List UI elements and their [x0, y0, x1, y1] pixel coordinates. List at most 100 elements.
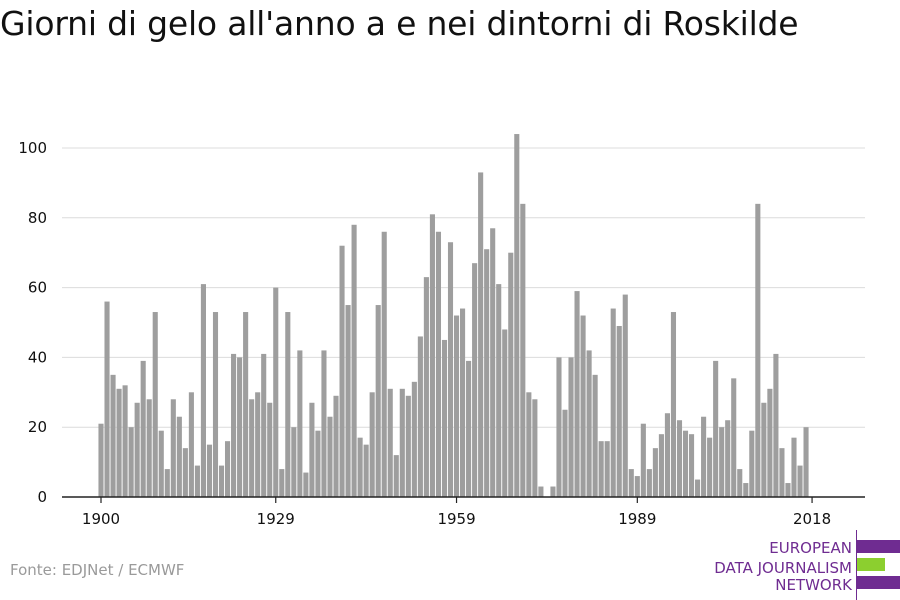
bar-1943 — [357, 437, 363, 497]
bar-2013 — [779, 448, 785, 497]
x-tick-label-2018: 2018 — [793, 510, 831, 528]
bar-1963 — [478, 172, 484, 497]
bar-1998 — [688, 434, 695, 497]
bar-1905 — [128, 427, 134, 497]
bar-1988 — [628, 469, 634, 497]
bar-1911 — [164, 469, 170, 497]
bar-1942 — [351, 224, 357, 497]
bar-1969 — [514, 134, 520, 498]
bar-2008 — [749, 430, 755, 497]
bar-1932 — [291, 427, 297, 497]
bar-1956 — [435, 231, 442, 497]
bar-1964 — [484, 249, 490, 497]
bar-2009 — [755, 203, 761, 497]
y-tick-label-40: 40 — [28, 348, 47, 366]
x-tick-label-1959: 1959 — [437, 510, 475, 528]
logo-divider — [856, 530, 857, 600]
bar-1984 — [604, 441, 610, 497]
x-tick-label-1929: 1929 — [257, 510, 295, 528]
bar-1902 — [110, 374, 116, 497]
bar-1927 — [261, 353, 267, 497]
bar-2002 — [713, 360, 719, 497]
bar-2016 — [797, 465, 803, 497]
bar-1978 — [568, 357, 574, 497]
bar-1917 — [200, 284, 206, 497]
bar-1937 — [321, 350, 327, 497]
bar-2001 — [707, 437, 713, 497]
bar-1992 — [652, 448, 658, 497]
bar-2012 — [773, 353, 779, 497]
bar-1923 — [237, 357, 243, 497]
bar-1929 — [273, 287, 279, 497]
bar-1912 — [170, 399, 176, 497]
bar-1935 — [309, 402, 315, 497]
bar-1981 — [586, 350, 592, 497]
bar-1962 — [472, 263, 478, 497]
logo-text-line-1: EUROPEAN — [769, 539, 852, 557]
bar-1982 — [592, 374, 598, 497]
y-tick-label-80: 80 — [28, 209, 47, 227]
bar-1939 — [333, 395, 339, 497]
bar-1968 — [508, 252, 514, 497]
bar-1941 — [345, 305, 351, 497]
bar-1914 — [182, 448, 188, 497]
bar-1908 — [146, 399, 152, 497]
bar-1983 — [598, 441, 604, 497]
bar-1966 — [496, 284, 502, 497]
bar-1926 — [255, 392, 261, 497]
bar-2004 — [725, 420, 731, 497]
logo-bar-purple-top — [857, 540, 900, 553]
bar-1915 — [188, 392, 194, 497]
frost-days-bar-chart: 0 20 40 60 80 100 1900 1929 1959 1989 2018 — [18, 134, 865, 528]
bar-1977 — [562, 409, 568, 497]
bar-1921 — [224, 441, 231, 497]
bar-2017 — [803, 427, 809, 497]
bar-1940 — [339, 245, 345, 497]
bar-1945 — [369, 392, 375, 497]
bar-1972 — [532, 399, 538, 497]
bar-1907 — [140, 360, 146, 497]
y-tick-label-60: 60 — [28, 279, 47, 297]
bar-1922 — [231, 353, 237, 497]
bar-2014 — [785, 483, 791, 497]
bar-1904 — [122, 385, 128, 497]
bar-1952 — [411, 381, 417, 497]
bar-2003 — [719, 427, 725, 497]
bar-1947 — [381, 231, 387, 497]
bar-1971 — [526, 392, 532, 497]
bar-1924 — [243, 312, 249, 497]
bar-1970 — [520, 203, 526, 497]
y-tick-label-0: 0 — [37, 488, 47, 506]
x-tick-label-1989: 1989 — [618, 510, 656, 528]
bar-1980 — [580, 315, 586, 497]
logo-bar-green — [857, 558, 885, 571]
y-tick-label-20: 20 — [28, 418, 47, 436]
bar-1990 — [640, 423, 646, 497]
bar-1934 — [303, 472, 309, 497]
bar-1906 — [134, 402, 140, 497]
bar-1925 — [249, 399, 255, 497]
bar-1965 — [490, 228, 496, 497]
edjnet-logo: EUROPEAN DATA JOURNALISM NETWORK — [700, 530, 900, 600]
bar-1951 — [405, 395, 411, 497]
bar-1997 — [682, 430, 689, 497]
logo-text-line-3: NETWORK — [775, 576, 852, 594]
bar-2011 — [767, 388, 773, 497]
bar-1910 — [158, 430, 164, 497]
bar-1954 — [423, 277, 429, 497]
bar-1913 — [176, 416, 182, 497]
bar-1995 — [670, 312, 677, 497]
bar-1944 — [363, 444, 369, 497]
bar-1949 — [393, 455, 399, 497]
bar-1989 — [634, 476, 640, 497]
bar-1953 — [417, 336, 423, 497]
chart-title: Giorni di gelo all'anno a e nei dintorni… — [0, 4, 799, 43]
bar-1946 — [375, 305, 381, 497]
bar-1930 — [279, 469, 285, 497]
bar-1960 — [460, 308, 466, 497]
bar-1996 — [676, 420, 683, 497]
bar-2006 — [737, 469, 743, 497]
bar-2015 — [791, 437, 797, 497]
bar-1994 — [664, 413, 670, 497]
bar-1957 — [441, 339, 448, 497]
